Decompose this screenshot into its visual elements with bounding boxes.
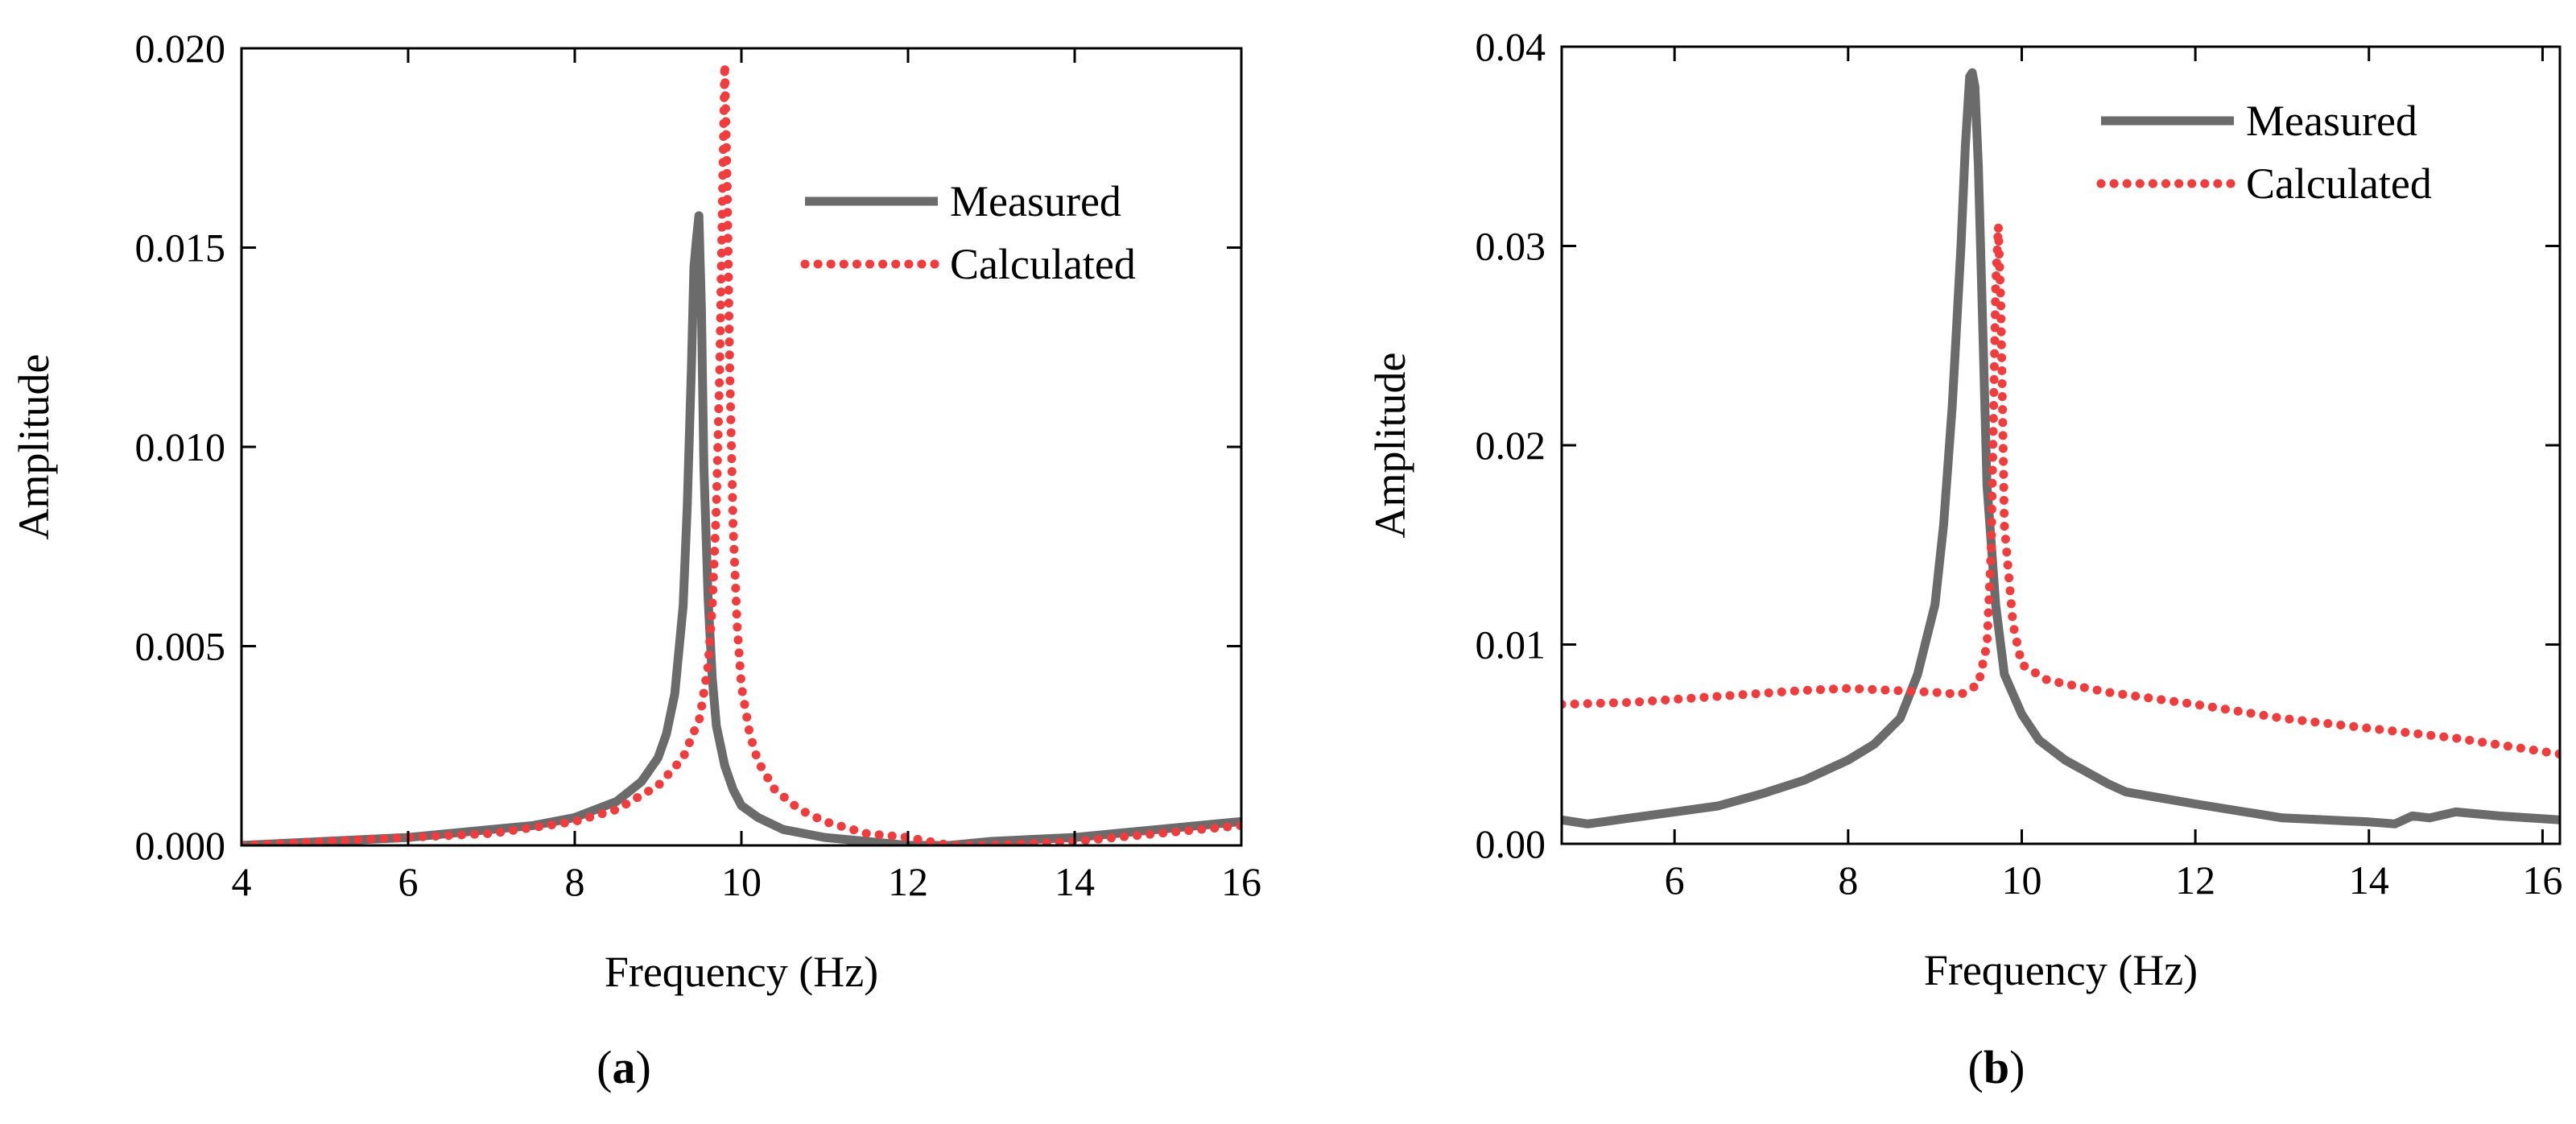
- legend-label-measured: Measured: [950, 177, 1121, 225]
- y-tick-label: 0.010: [135, 424, 226, 469]
- y-tick-label: 0.020: [135, 26, 226, 71]
- x-tick-label: 14: [2349, 857, 2389, 903]
- series-line-measured: [1562, 68, 2560, 829]
- x-tick-label: 10: [721, 859, 762, 904]
- legend-label-calculated: Calculated: [2246, 159, 2432, 208]
- series-line-calculated: [1562, 221, 2560, 759]
- chart-panel-b: 6 8 10 12 14 16 0.00 0.01 0.02 0.03 0.04 Frequency …: [1366, 24, 2562, 1093]
- y-tick-label: 0.000: [135, 823, 226, 868]
- y-axis-label: Amplitude: [1366, 353, 1414, 539]
- y-tick-label: 0.04: [1476, 24, 1546, 69]
- x-tick-label: 8: [1838, 857, 1858, 903]
- y-axis-label: Amplitude: [10, 354, 58, 540]
- x-tick-label: 16: [2522, 857, 2562, 903]
- x-tick-label: 14: [1055, 859, 1095, 904]
- legend: Measured Calculated: [800, 177, 1136, 288]
- panel-label: (b): [1968, 1041, 2025, 1093]
- plot-area: [242, 60, 1241, 845]
- x-tick-label: 6: [398, 859, 419, 904]
- x-tick-label: 10: [2001, 857, 2041, 903]
- y-tick-label: 0.02: [1476, 423, 1546, 468]
- plot-frame: [240, 47, 1243, 847]
- series-line-measured: [242, 211, 1241, 845]
- legend-label-calculated: Calculated: [950, 240, 1136, 288]
- x-tick-label: 4: [232, 859, 252, 904]
- legend-label-measured: Measured: [2246, 97, 2417, 145]
- x-tick-label: 16: [1221, 859, 1261, 904]
- y-tick-label: 0.01: [1476, 622, 1546, 667]
- x-tick-label: 8: [565, 859, 585, 904]
- x-tick-label: 6: [1665, 857, 1685, 903]
- panel-letter: a: [613, 1041, 636, 1093]
- y-tick-label: 0.00: [1476, 821, 1546, 866]
- chart-panel-a: 4 6 8 10 12 14 16 0.000 0.005 0.010 0.015 0.020 Freq…: [10, 26, 1261, 1093]
- x-axis-label: Frequency (Hz): [605, 948, 878, 996]
- x-tick-label: 12: [888, 859, 928, 904]
- x-axis-label: Frequency (Hz): [1924, 946, 2198, 994]
- y-tick-label: 0.005: [135, 624, 226, 669]
- y-tick-label: 0.03: [1476, 224, 1546, 269]
- legend: Measured Calculated: [2096, 97, 2432, 208]
- panel-letter: b: [1984, 1041, 2009, 1093]
- panel-label: (a): [597, 1041, 651, 1093]
- plot-area: [1562, 68, 2560, 829]
- x-tick-label: 12: [2175, 857, 2215, 903]
- y-tick-label: 0.015: [135, 225, 226, 271]
- series-line-calculated: [242, 60, 1241, 845]
